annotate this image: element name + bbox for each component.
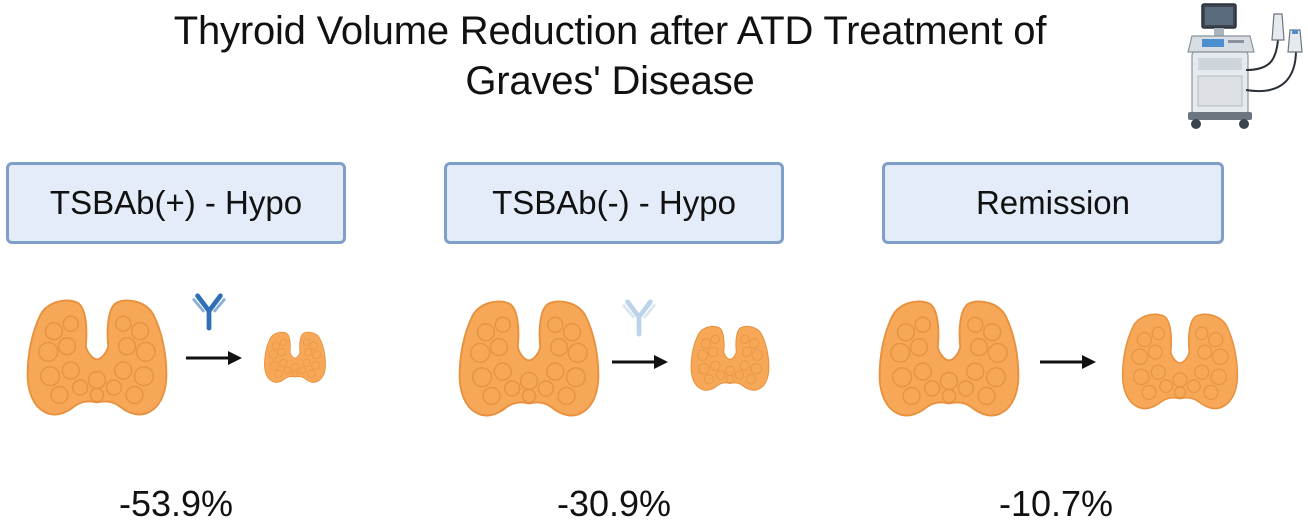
ultrasound-machine-icon: [1187, 3, 1303, 129]
thyroid-gland-icon: [22, 292, 172, 422]
title-line-1: Thyroid Volume Reduction after ATD Treat…: [173, 9, 1047, 53]
reduction-value-tsbab-positive: -53.9%: [118, 483, 234, 524]
reduction-value-remission: -10.7%: [998, 483, 1114, 524]
thyroid-gland-icon: [688, 320, 772, 396]
reduction-value-tsbab-negative: -30.9%: [556, 483, 672, 524]
arrow-right-icon: [612, 355, 668, 369]
group-box-remission: Remission: [882, 162, 1224, 244]
group-label: TSBAb(-) - Hypo: [492, 184, 736, 221]
thyroid-gland-icon: [262, 328, 328, 386]
title-line-2: Graves' Disease: [465, 59, 755, 103]
group-box-tsbab-positive: TSBAb(+) - Hypo: [6, 162, 346, 244]
antibody-icon: [190, 290, 228, 332]
antibody-icon: [620, 296, 658, 338]
thyroid-gland-icon: [874, 292, 1024, 424]
thyroid-gland-icon: [1118, 306, 1242, 416]
group-label: Remission: [975, 184, 1131, 221]
arrow-right-icon: [186, 351, 242, 365]
thyroid-gland-icon: [454, 292, 604, 424]
figure-title: Thyroid Volume Reduction after ATD Treat…: [60, 6, 1160, 106]
arrow-right-icon: [1040, 355, 1096, 369]
group-box-tsbab-negative: TSBAb(-) - Hypo: [444, 162, 784, 244]
group-label: TSBAb(+) - Hypo: [49, 184, 303, 221]
